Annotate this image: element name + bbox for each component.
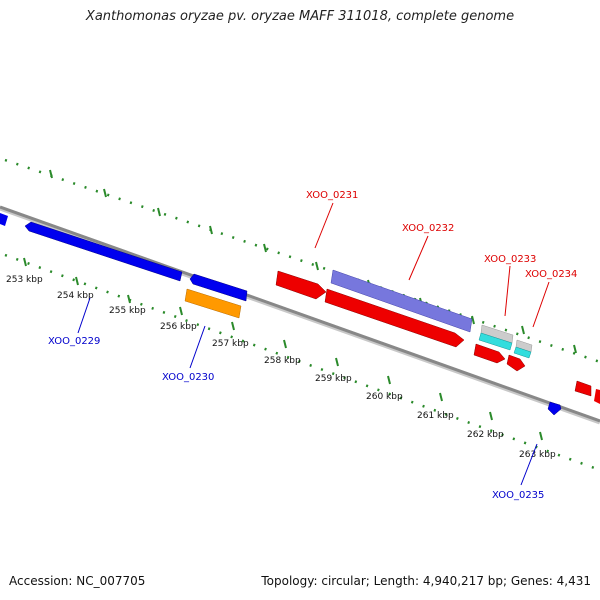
callout-line-xoo-0231 — [314, 202, 334, 249]
gene-feature-xoo-0235[interactable] — [547, 401, 562, 416]
gene-feature-xoo-0230-blue[interactable] — [189, 273, 248, 302]
gene-feature[interactable] — [0, 213, 8, 226]
gene-feature-xoo-0231[interactable] — [275, 270, 327, 300]
gene-label-xoo-0233[interactable]: XOO_0233 — [484, 254, 536, 265]
gene-feature-xoo-0232[interactable] — [324, 288, 465, 348]
genome-summary-text: Topology: circular; Length: 4,940,217 bp… — [261, 574, 591, 588]
gene-feature-xoo-0232-purple[interactable] — [330, 269, 473, 333]
callout-line-xoo-0233 — [504, 265, 511, 317]
callout-line-xoo-0229 — [77, 297, 91, 334]
tick-label: 260 kbp — [366, 392, 403, 402]
gene-feature-xoo-0234[interactable] — [506, 354, 526, 372]
gene-label-xoo-0235[interactable]: XOO_0235 — [492, 490, 544, 501]
gene-feature[interactable] — [594, 389, 600, 404]
tick-label: 262 kbp — [467, 430, 504, 440]
tick-label: 253 kbp — [6, 275, 43, 285]
gene-label-xoo-0234[interactable]: XOO_0234 — [525, 269, 577, 280]
tick-label: 263 kbp — [519, 450, 556, 460]
genome-title: Xanthomonas oryzae pv. oryzae MAFF 31101… — [85, 9, 515, 24]
gene-feature-xoo-0229[interactable] — [24, 221, 183, 282]
callout-line-xoo-0232 — [408, 235, 429, 281]
gene-feature-xoo-0234-cyan[interactable] — [513, 346, 532, 359]
gene-feature[interactable] — [574, 380, 592, 397]
tick-label: 256 kbp — [160, 322, 197, 332]
gene-feature-xoo-0233[interactable] — [473, 343, 506, 364]
gene-label-xoo-0232[interactable]: XOO_0232 — [402, 223, 454, 234]
tick-marks — [23, 169, 577, 441]
tick-label: 255 kbp — [109, 306, 146, 316]
tick-label: 258 kbp — [264, 356, 301, 366]
tick-label: 259 kbp — [315, 374, 352, 384]
accession-text: Accession: NC_007705 — [9, 574, 146, 588]
callout-line-xoo-0235 — [520, 443, 538, 486]
gene-label-xoo-0230[interactable]: XOO_0230 — [162, 372, 214, 383]
gene-label-xoo-0229[interactable]: XOO_0229 — [48, 336, 100, 347]
gene-feature-xoo-0230[interactable] — [184, 288, 242, 319]
tick-label: 257 kbp — [212, 339, 249, 349]
tick-label: 261 kbp — [417, 411, 454, 421]
genome-backbone — [0, 205, 600, 423]
tick-label: 254 kbp — [57, 291, 94, 301]
gene-feature-xoo-0233-cyan[interactable] — [478, 332, 513, 351]
callout-line-xoo-0230 — [189, 325, 206, 369]
callout-line-xoo-0234 — [532, 281, 550, 328]
gene-label-xoo-0231[interactable]: XOO_0231 — [306, 190, 358, 201]
